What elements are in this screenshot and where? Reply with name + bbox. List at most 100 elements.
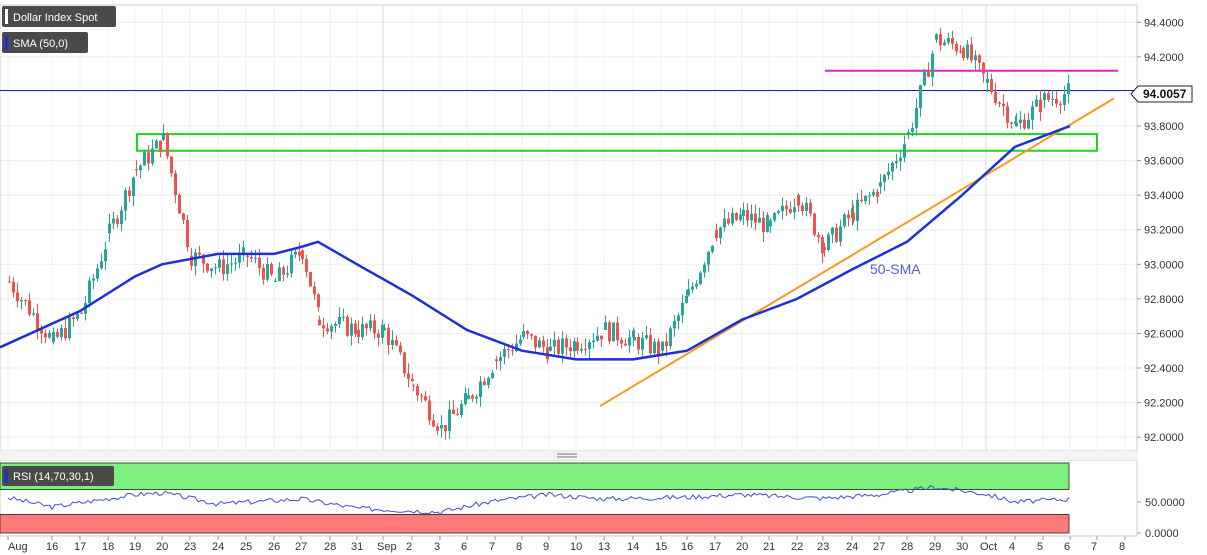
candle-body — [155, 140, 158, 149]
candle — [1067, 74, 1070, 104]
candle-body — [584, 348, 587, 350]
candle — [645, 325, 648, 341]
price-pane-splitter[interactable] — [0, 451, 1137, 460]
candle-body — [64, 328, 67, 339]
candle — [669, 326, 672, 350]
candle-body — [230, 263, 233, 265]
candle — [456, 407, 459, 416]
candle-body — [411, 378, 414, 382]
candle-body — [48, 333, 51, 338]
candle-body — [294, 251, 297, 255]
y-tick-label: 93.8000 — [1144, 121, 1184, 133]
symbol-tag[interactable]: Dollar Index Spot — [2, 6, 116, 27]
candle-body — [879, 182, 882, 187]
candle — [210, 268, 213, 278]
candle-body — [412, 385, 415, 387]
sma-tag[interactable]: SMA (50,0) — [2, 32, 88, 53]
rsi-oversold-zone — [0, 514, 1070, 534]
candle-body — [1031, 106, 1034, 120]
candle-body — [52, 332, 55, 343]
candle — [596, 326, 599, 342]
candle-body — [354, 323, 357, 334]
candle-body — [797, 195, 800, 206]
candle — [986, 71, 989, 93]
candle-body — [1039, 99, 1042, 113]
candle-body — [16, 292, 19, 302]
candle — [471, 394, 474, 403]
candle-body — [1059, 103, 1062, 105]
candle — [703, 261, 706, 278]
candle-body — [632, 330, 635, 338]
candle — [36, 303, 39, 340]
candle — [600, 335, 603, 348]
candle — [687, 279, 690, 297]
candle-body — [612, 322, 615, 342]
candle-body — [326, 328, 329, 332]
candle-body — [831, 227, 834, 235]
candle — [887, 163, 890, 180]
candle — [499, 351, 502, 371]
rsi-tag[interactable]: RSI (14,70,30,1) — [2, 466, 114, 486]
candle-body — [1006, 106, 1009, 123]
candle — [769, 217, 772, 234]
candle-body — [377, 333, 380, 338]
candle — [28, 293, 31, 317]
candle-body — [12, 281, 15, 293]
candle — [124, 187, 127, 221]
candlesticks — [8, 27, 1070, 440]
candle — [1015, 113, 1018, 127]
candle-body — [96, 268, 99, 279]
candle-body — [301, 250, 304, 260]
candle — [677, 312, 680, 330]
y-tick-label: 94.2000 — [1144, 52, 1184, 64]
candle-body — [549, 346, 552, 351]
candle-body — [754, 213, 757, 223]
candle-body — [801, 205, 804, 212]
candle-body — [1010, 122, 1013, 124]
candle-body — [1027, 119, 1030, 129]
candle-body — [456, 414, 459, 416]
rsi-label: RSI (14,70,30,1) — [13, 471, 94, 483]
candle — [407, 363, 410, 388]
rsi-y-tick-label: 50.0000 — [1145, 497, 1185, 509]
candle-body — [608, 322, 611, 342]
trendline — [599, 97, 1115, 407]
candle-body — [483, 381, 486, 385]
y-tick-label: 94.4000 — [1144, 17, 1184, 29]
candle — [526, 330, 529, 339]
candle — [254, 249, 257, 264]
candle-body — [471, 395, 474, 399]
candle — [1006, 102, 1009, 129]
candle — [864, 195, 867, 205]
candle-body — [596, 335, 599, 341]
candle-body — [864, 195, 867, 202]
candle-body — [843, 214, 846, 227]
candle — [895, 153, 898, 169]
candle — [731, 207, 734, 227]
candle-body — [479, 381, 482, 397]
candle-body — [464, 393, 467, 405]
candle — [132, 176, 135, 207]
candle — [813, 212, 816, 237]
x-tick-label: Sep — [377, 541, 397, 553]
last-price-label: 94.0057 — [1143, 87, 1187, 101]
candle-body — [860, 199, 863, 202]
x-tick-label: 23 — [184, 541, 196, 553]
candle — [883, 173, 886, 192]
candle — [974, 50, 977, 71]
candle — [20, 296, 23, 310]
x-tick-label: 27 — [873, 541, 885, 553]
candle-body — [407, 373, 410, 379]
candle-body — [703, 264, 706, 273]
candle-body — [159, 140, 162, 152]
candle-body — [313, 286, 316, 295]
candle-body — [460, 404, 463, 416]
candle-body — [139, 165, 142, 171]
candle-body — [624, 343, 627, 346]
candle — [330, 323, 333, 340]
candle-body — [80, 312, 83, 314]
candle-body — [687, 289, 690, 296]
candle-body — [766, 215, 769, 232]
candle — [262, 264, 265, 285]
candle — [852, 204, 855, 224]
